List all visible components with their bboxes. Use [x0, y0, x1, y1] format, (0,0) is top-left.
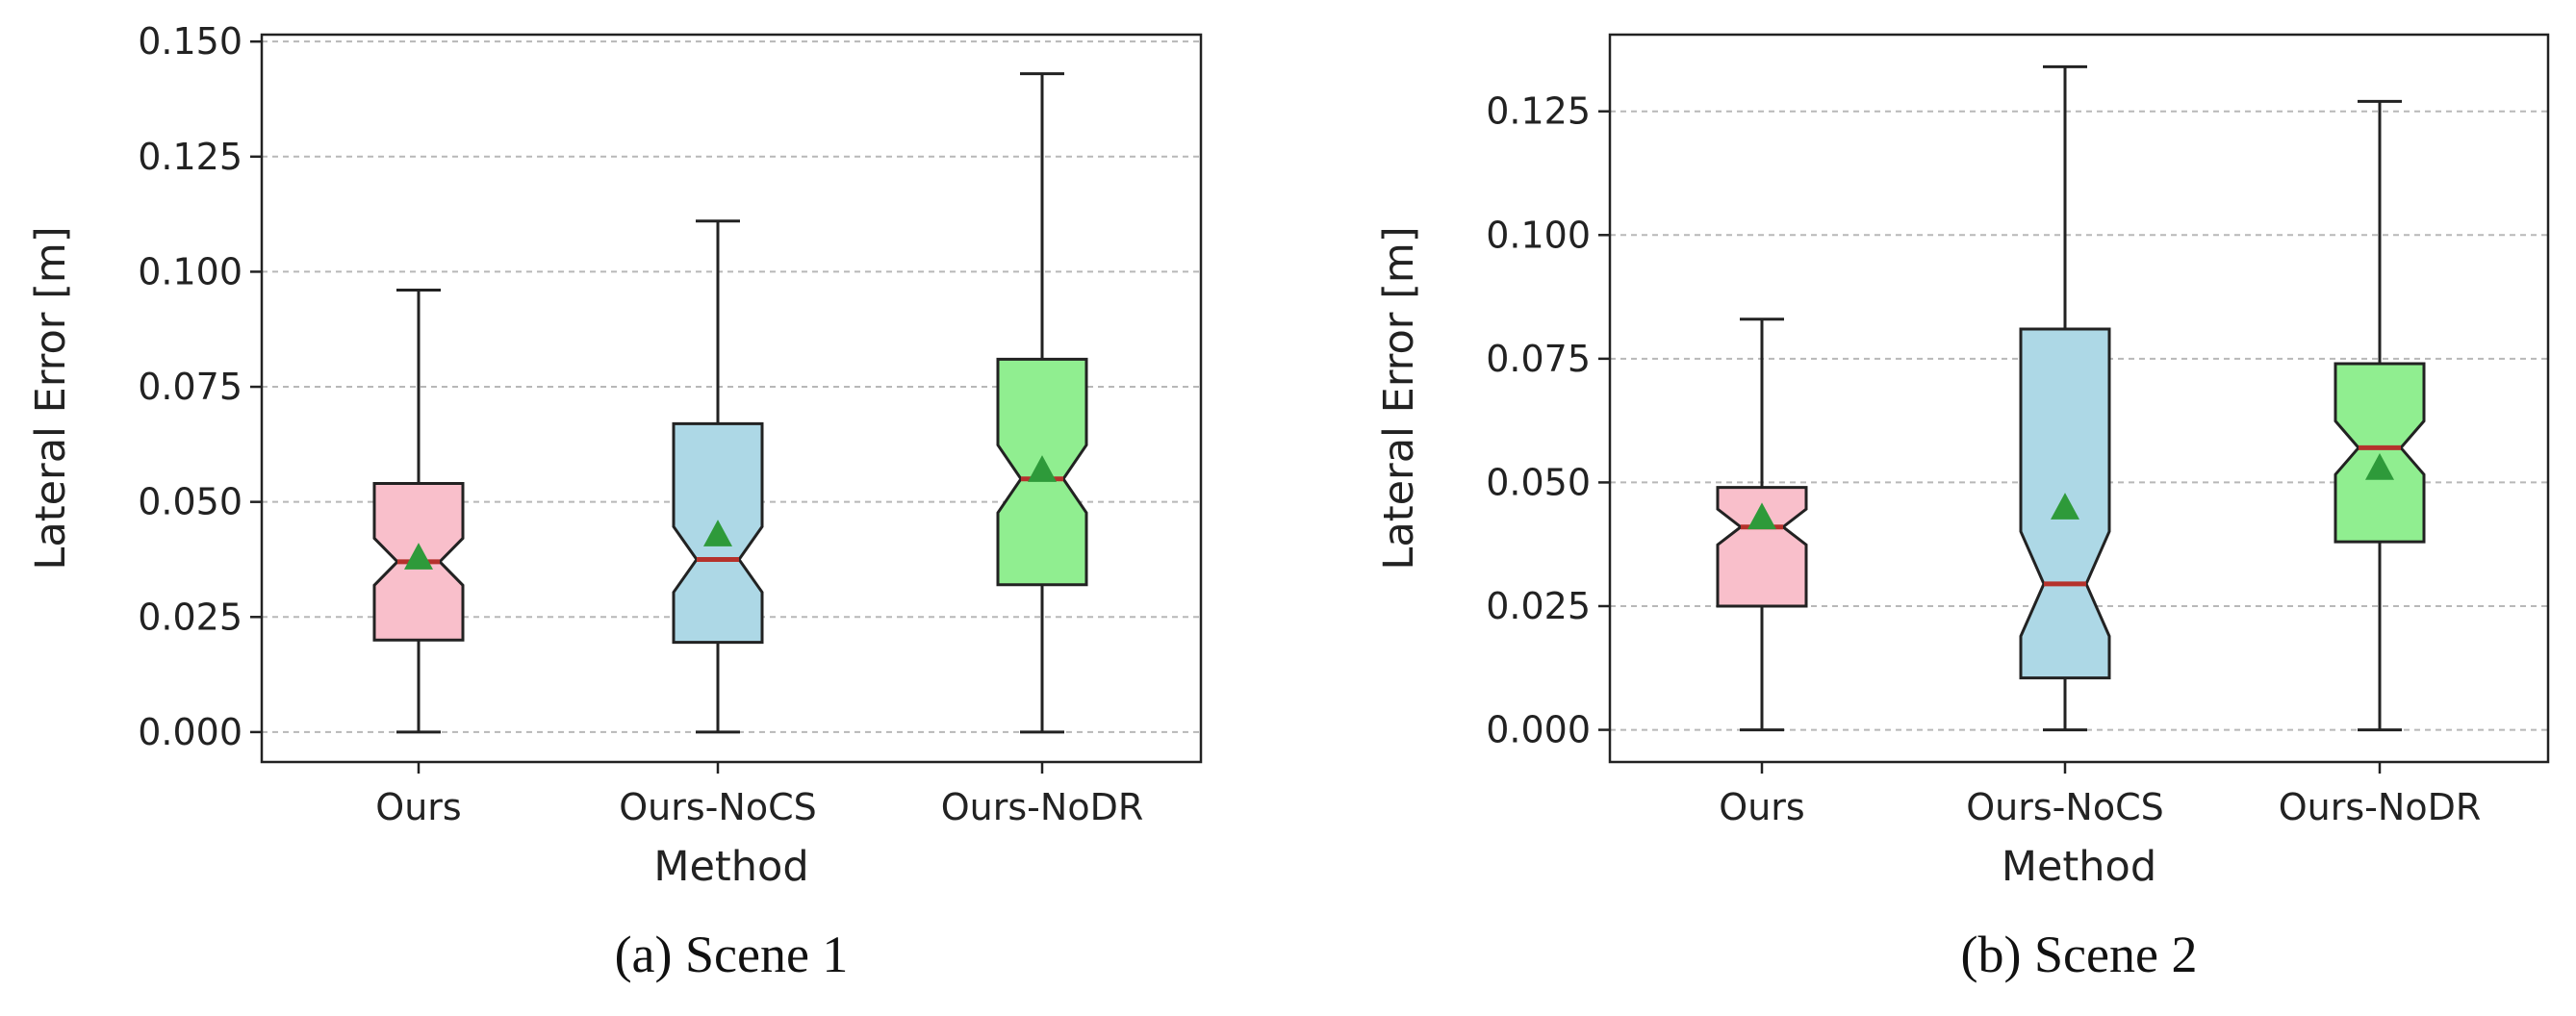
mean-marker — [2365, 453, 2394, 480]
mean-marker — [1747, 502, 1776, 530]
mean-marker — [2051, 493, 2079, 520]
x-tick-label: Ours — [1719, 786, 1804, 828]
panel-scene-1: 0.000 0.025 0.050 0.075 0.100 0.125 0.150 Ours O… — [27, 20, 1203, 983]
plot-frame — [260, 33, 1203, 764]
y-tick-label: 0.025 — [1486, 585, 1591, 627]
y-tick-label: 0.025 — [138, 596, 242, 638]
panel-scene-2: 0.000 0.025 0.050 0.075 0.100 0.125 Ours Ours-N… — [1375, 33, 2550, 983]
iqr-box — [2334, 362, 2426, 544]
y-tick-label: 0.000 — [1486, 709, 1591, 751]
y-tick-label: 0.075 — [1486, 338, 1591, 380]
x-tick-label: Ours-NoDR — [941, 786, 1143, 828]
box-ours — [372, 289, 465, 734]
mean-marker — [404, 543, 433, 570]
y-axis-label: Lateral Error [m] — [27, 226, 75, 570]
x-tick-label: Ours — [375, 786, 461, 828]
y-tick-label: 0.000 — [138, 711, 242, 753]
y-axis-label: Lateral Error [m] — [1375, 226, 1423, 570]
box-ours-nocs — [672, 219, 764, 734]
x-tick-label: Ours-NoCS — [619, 786, 816, 828]
y-tick-label: 0.100 — [1486, 214, 1591, 256]
y-tick-label: 0.125 — [1486, 90, 1591, 133]
x-axis-label: Method — [653, 843, 808, 891]
panel-caption: (a) Scene 1 — [615, 926, 849, 983]
box-ours-nodr — [996, 72, 1088, 734]
mean-marker — [703, 520, 732, 546]
box-ours — [1716, 318, 1808, 732]
box-ours-nocs — [2019, 64, 2111, 732]
iqr-box — [1716, 486, 1808, 608]
y-tick-label: 0.050 — [1486, 461, 1591, 503]
panel-caption: (b) Scene 2 — [1961, 926, 2198, 983]
y-tick-label: 0.100 — [138, 250, 242, 292]
mean-marker — [1028, 455, 1057, 482]
y-tick-label: 0.125 — [138, 136, 242, 178]
plot-frame — [1608, 33, 2550, 764]
box-ours-nodr — [2334, 99, 2426, 732]
y-tick-label: 0.050 — [138, 481, 242, 523]
x-tick-label: Ours-NoDR — [2279, 786, 2481, 828]
y-tick-label: 0.150 — [138, 20, 242, 63]
y-tick-label: 0.075 — [138, 366, 242, 408]
x-axis-label: Method — [2002, 843, 2156, 891]
x-tick-label: Ours-NoCS — [1966, 786, 2163, 828]
